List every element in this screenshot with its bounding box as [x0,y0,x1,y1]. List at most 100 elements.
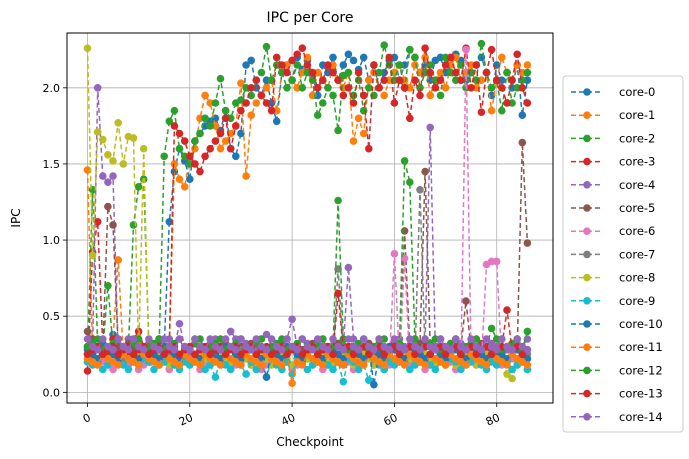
data-point [252,76,261,84]
data-point [472,335,481,343]
data-point [175,175,184,183]
data-point [165,117,174,126]
data-point [518,76,527,84]
data-point [221,106,230,115]
legend-swatch-marker [583,134,591,143]
legend-label: core-13 [619,387,663,401]
data-point [160,335,168,343]
data-point [339,377,348,386]
data-point [278,61,286,69]
data-point [385,53,394,62]
data-point [380,41,389,49]
data-point [406,84,414,92]
data-point [150,365,158,374]
data-point [267,106,276,115]
legend-swatch-marker [583,320,591,328]
data-point [518,138,527,147]
series-core-3 [83,44,532,375]
data-point [232,122,240,130]
data-point [324,61,332,69]
data-point [523,239,532,247]
data-point [191,335,199,343]
data-point [242,99,250,107]
data-point [186,175,194,183]
data-point [354,345,363,354]
data-point [508,76,516,84]
data-point [324,84,332,92]
data-point [252,365,261,374]
data-point [467,61,475,69]
data-point [467,350,475,359]
legend-item: core-4 [571,178,655,192]
data-point [221,137,230,145]
data-point [160,152,168,161]
data-point [83,327,92,336]
data-point [206,122,214,130]
data-point [298,350,307,359]
data-point [329,350,337,359]
data-point [237,106,245,115]
data-point [109,172,117,180]
data-point [99,365,107,374]
data-point [267,350,276,359]
y-tick-label: 0.0 [43,386,61,399]
data-point [155,345,163,354]
data-point [160,350,168,359]
data-point [421,44,429,52]
legend-label: core-8 [619,271,655,285]
data-point [99,172,107,180]
data-point [380,350,389,359]
data-point [232,152,240,161]
data-point [467,84,475,92]
data-point [411,76,419,84]
series-line [87,160,529,352]
data-point [452,68,460,77]
data-point [216,129,225,138]
data-point [267,76,276,84]
data-point [180,183,189,191]
legend-label: core-12 [619,363,663,377]
plot-frame [66,32,554,404]
data-point [508,365,516,374]
data-point [359,53,368,62]
data-point [283,68,291,77]
data-point [257,68,266,77]
data-point [487,350,496,359]
data-point [272,117,281,126]
data-point [375,335,383,343]
data-point [221,335,230,343]
series-core-14 [83,335,532,354]
data-point [339,61,348,69]
data-point [211,122,220,130]
data-point [523,99,532,107]
x-axis-ticks: 0 20 40 60 80 [81,403,502,429]
data-point [155,361,163,369]
data-point [93,84,102,92]
data-point [365,76,373,84]
data-point [303,68,312,77]
data-point [262,42,271,51]
data-point [441,361,450,369]
legend-frame [562,75,684,433]
data-point [344,84,353,92]
data-point [237,79,245,87]
data-point [498,335,506,343]
data-point [518,84,527,92]
data-point [206,335,214,343]
legend-label: core-11 [619,340,663,354]
data-point [498,106,506,115]
data-point [288,315,296,324]
data-point [262,99,271,107]
data-point [175,361,184,369]
data-point [482,335,491,343]
data-point [513,50,521,59]
series-line [87,49,529,371]
data-point [109,345,117,354]
data-point [513,335,521,343]
legend-item: core-13 [571,387,663,401]
data-point [400,84,409,92]
data-point [201,114,209,123]
data-point [170,106,179,115]
data-point [365,350,373,359]
data-point [406,178,414,186]
